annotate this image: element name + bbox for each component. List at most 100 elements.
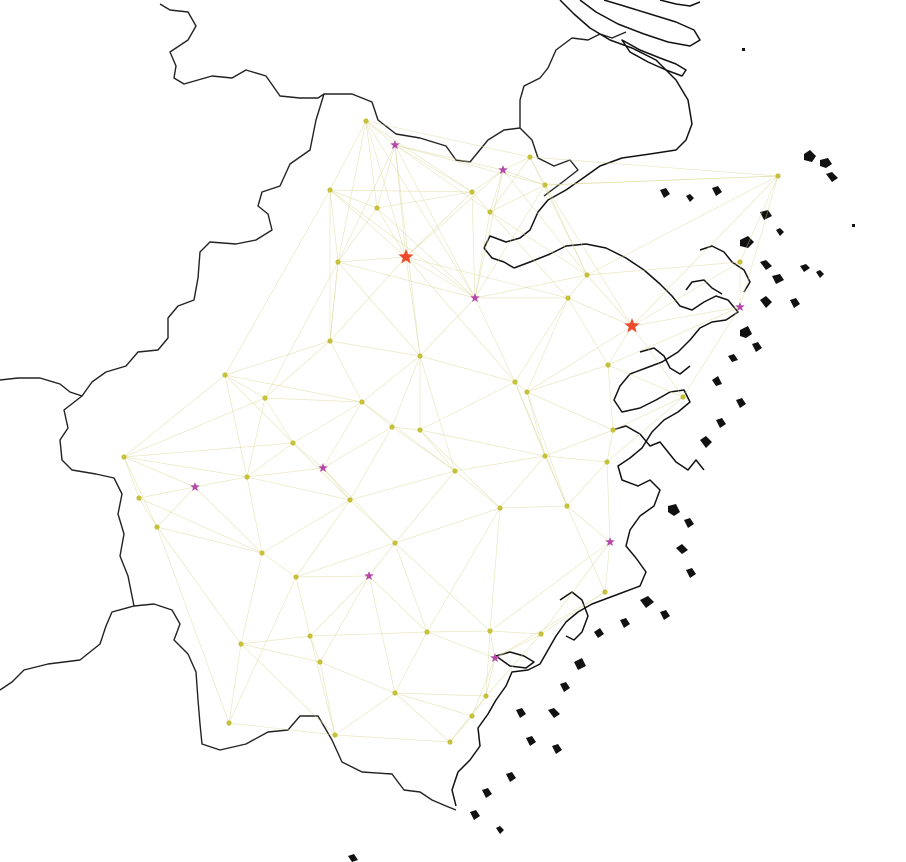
network-node[interactable] bbox=[584, 272, 590, 278]
network-edge bbox=[394, 692, 487, 697]
secondary-hub-star-icon[interactable] bbox=[318, 463, 328, 472]
network-node[interactable] bbox=[610, 427, 616, 433]
network-node[interactable] bbox=[452, 468, 458, 474]
network-node[interactable] bbox=[347, 497, 353, 503]
network-edge bbox=[567, 297, 633, 327]
network-node[interactable] bbox=[497, 505, 503, 511]
primary-hub-star-icon[interactable] bbox=[624, 318, 640, 333]
network-node[interactable] bbox=[512, 379, 518, 385]
network-edge bbox=[514, 381, 568, 507]
network-node[interactable] bbox=[332, 732, 338, 738]
network-edge bbox=[606, 396, 684, 463]
network-node[interactable] bbox=[605, 362, 611, 368]
network-node[interactable] bbox=[680, 394, 686, 400]
network-node[interactable] bbox=[737, 259, 743, 265]
network-edge bbox=[631, 306, 741, 327]
network-edge bbox=[138, 497, 158, 528]
network-edge bbox=[329, 189, 473, 193]
network-edge bbox=[405, 256, 421, 357]
network-node[interactable] bbox=[154, 524, 160, 530]
network-node[interactable] bbox=[487, 209, 493, 215]
network-node[interactable] bbox=[417, 353, 423, 359]
network-edge bbox=[224, 374, 294, 444]
network-edge bbox=[405, 191, 473, 258]
network-node[interactable] bbox=[524, 389, 530, 395]
network-edge bbox=[449, 715, 473, 743]
network-node[interactable] bbox=[363, 118, 369, 124]
network-node[interactable] bbox=[424, 629, 430, 635]
network-node[interactable] bbox=[293, 574, 299, 580]
network-edge bbox=[529, 156, 588, 276]
network-node[interactable] bbox=[290, 440, 296, 446]
secondary-hub-star-icon[interactable] bbox=[470, 293, 480, 302]
secondary-hub-star-icon[interactable] bbox=[390, 140, 400, 149]
network-edge bbox=[138, 497, 263, 554]
network-edge bbox=[631, 261, 741, 327]
network-edge bbox=[489, 507, 501, 632]
network-edge bbox=[544, 429, 614, 457]
network-node[interactable] bbox=[327, 338, 333, 344]
network-node[interactable] bbox=[602, 589, 608, 595]
estuary-island-2 bbox=[621, 39, 687, 77]
network-node[interactable] bbox=[392, 540, 398, 546]
network-node[interactable] bbox=[244, 474, 250, 480]
secondary-hub-star-icon[interactable] bbox=[364, 571, 374, 580]
network-edge bbox=[586, 175, 779, 276]
network-node[interactable] bbox=[392, 690, 398, 696]
secondary-hub-star-icon[interactable] bbox=[190, 482, 200, 491]
network-edge bbox=[261, 499, 351, 554]
network-node[interactable] bbox=[374, 205, 380, 211]
secondary-hub-star-icon[interactable] bbox=[490, 653, 500, 662]
primary-hub-star-icon[interactable] bbox=[398, 249, 414, 264]
network-node[interactable] bbox=[417, 427, 423, 433]
network-edge bbox=[309, 635, 321, 663]
network-edge bbox=[361, 401, 393, 428]
network-node[interactable] bbox=[775, 173, 781, 179]
network-node[interactable] bbox=[542, 182, 548, 188]
network-node[interactable] bbox=[262, 395, 268, 401]
network-node[interactable] bbox=[317, 659, 323, 665]
network-node[interactable] bbox=[542, 453, 548, 459]
network-node[interactable] bbox=[483, 693, 489, 699]
network-node[interactable] bbox=[469, 713, 475, 719]
network-node[interactable] bbox=[121, 454, 127, 460]
secondary-hub-star-icon[interactable] bbox=[735, 302, 745, 311]
network-node[interactable] bbox=[565, 295, 571, 301]
network-edge bbox=[228, 643, 242, 724]
network-node[interactable] bbox=[527, 154, 533, 160]
network-edge bbox=[394, 144, 504, 171]
secondary-hub-star-icon[interactable] bbox=[498, 165, 508, 174]
network-edge bbox=[337, 207, 378, 263]
network-node[interactable] bbox=[487, 628, 493, 634]
network-node[interactable] bbox=[307, 633, 313, 639]
network-node[interactable] bbox=[359, 399, 365, 405]
network-node[interactable] bbox=[447, 739, 453, 745]
network-node[interactable] bbox=[136, 495, 142, 501]
network-edge bbox=[449, 695, 487, 743]
network-node[interactable] bbox=[389, 424, 395, 430]
network-edge bbox=[228, 576, 297, 724]
network-edge bbox=[365, 120, 396, 146]
network-node[interactable] bbox=[226, 720, 232, 726]
network-edge bbox=[419, 429, 456, 472]
boundary-southwest bbox=[0, 605, 135, 691]
network-edge bbox=[544, 175, 779, 186]
network-node[interactable] bbox=[469, 189, 475, 195]
network-edge bbox=[295, 575, 370, 578]
network-node[interactable] bbox=[259, 550, 265, 556]
network-node[interactable] bbox=[327, 187, 333, 193]
network-node[interactable] bbox=[335, 259, 341, 265]
network-edge bbox=[361, 401, 456, 472]
network-edge bbox=[292, 442, 324, 469]
network-edge bbox=[391, 426, 456, 472]
network-node[interactable] bbox=[238, 641, 244, 647]
network-node[interactable] bbox=[604, 459, 610, 465]
network-edge bbox=[329, 340, 363, 403]
network-node[interactable] bbox=[538, 631, 544, 637]
secondary-hub-star-icon[interactable] bbox=[605, 537, 615, 546]
network-node[interactable] bbox=[564, 503, 570, 509]
network-edge bbox=[365, 120, 531, 158]
network-node[interactable] bbox=[222, 372, 228, 378]
network-edge bbox=[474, 184, 546, 299]
